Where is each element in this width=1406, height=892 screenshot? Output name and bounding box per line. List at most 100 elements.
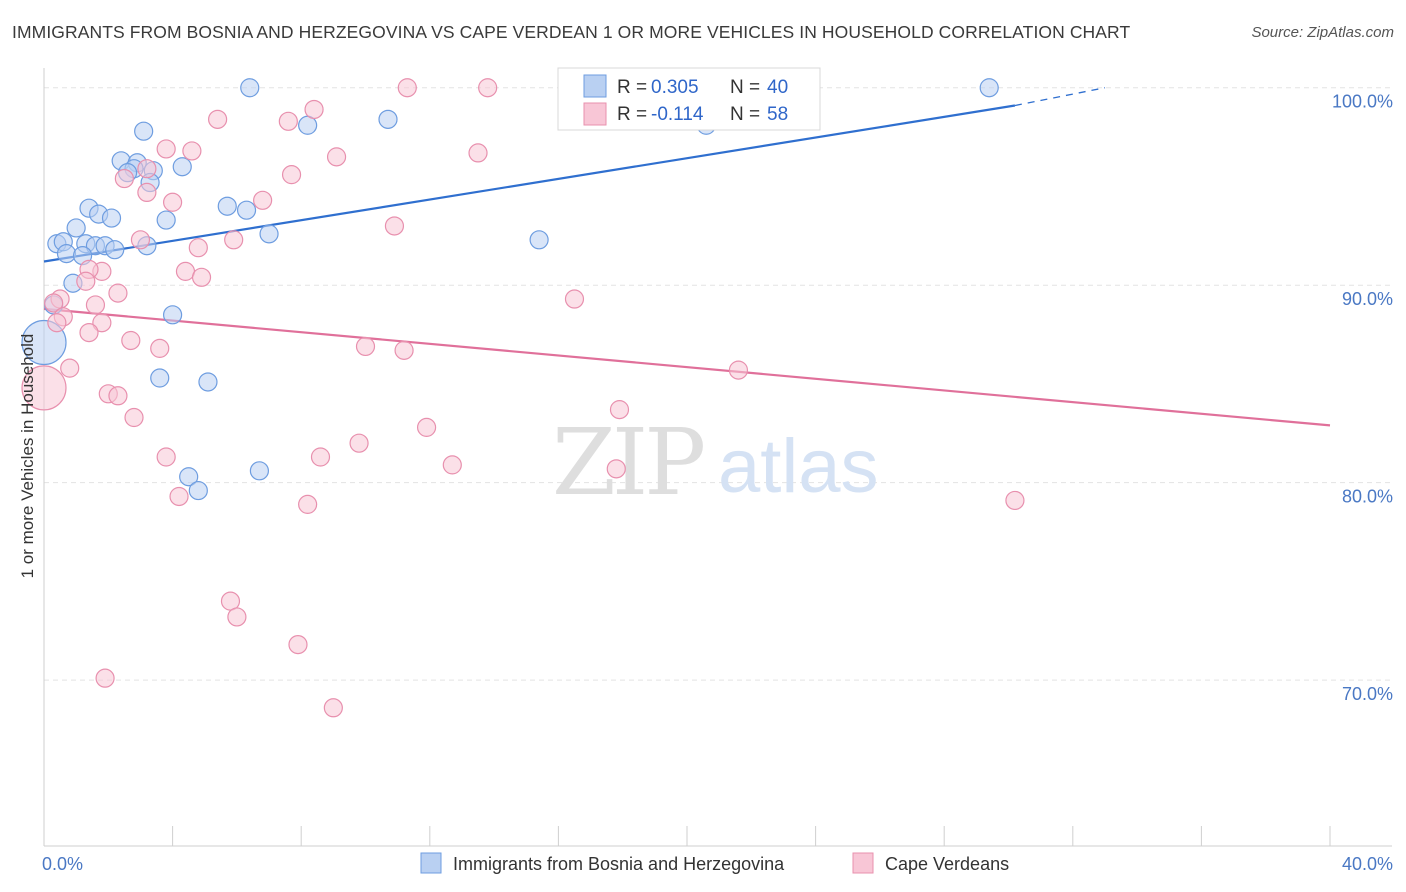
data-point-blue (179, 467, 199, 487)
data-point-pink (163, 192, 183, 212)
data-point-pink (326, 147, 347, 167)
data-point-blue (378, 109, 398, 129)
legend-r-label-blue: R = (617, 77, 647, 98)
data-point-pink (208, 109, 228, 129)
legend-r-label-pink: R = (617, 104, 647, 125)
data-point-blue (529, 230, 549, 250)
data-point-pink (156, 447, 176, 467)
data-point-blue (66, 218, 86, 238)
data-point-pink (76, 271, 96, 291)
bottom-legend: Immigrants from Bosnia and Herzegovina C… (420, 852, 1009, 874)
legend-r-value-pink: -0.114 (651, 104, 704, 125)
legend-n-label-blue: N = (730, 77, 760, 98)
legend-swatch-pink (583, 102, 607, 126)
data-point-pink (47, 313, 67, 333)
data-point-pink (137, 182, 157, 203)
y-tick-label-80: 80.0% (1342, 487, 1393, 507)
data-point-pink (121, 330, 141, 351)
bottom-legend-swatch-blue (420, 852, 442, 874)
data-point-pink (323, 698, 343, 718)
data-point-pink (310, 447, 331, 467)
x-tick-label-min: 0.0% (42, 854, 83, 874)
data-point-pink (92, 313, 112, 333)
data-point-pink (85, 295, 106, 315)
data-point-blue (979, 78, 999, 98)
data-point-pink (108, 283, 128, 303)
data-point-pink (44, 293, 64, 313)
y-tick-label-70: 70.0% (1342, 684, 1393, 704)
x-tick-labels: 0.0% 40.0% (42, 854, 1393, 874)
legend-swatch-blue (583, 74, 607, 98)
data-point-pink (288, 634, 308, 655)
data-point-blue (188, 480, 208, 501)
data-point-pink (606, 459, 626, 479)
y-tick-labels: 70.0% 80.0% 90.0% 100.0% (1332, 92, 1393, 704)
data-point-pink (355, 336, 376, 357)
watermark-atlas: atlas (718, 424, 879, 509)
data-point-blue (217, 196, 237, 216)
data-point-pink (1005, 490, 1025, 511)
data-points (21, 78, 1025, 718)
legend-r-value-blue: 0.305 (651, 77, 699, 98)
data-point-blue (56, 244, 77, 264)
data-point-pink (278, 111, 298, 131)
legend: R = 0.305 N = 40 R = -0.114 N = 58 (557, 67, 821, 131)
data-point-blue (198, 372, 218, 392)
trend-line-blue (43, 104, 1016, 263)
data-point-pink (188, 238, 208, 258)
data-point-pink (281, 165, 302, 185)
axes (43, 68, 1392, 847)
watermark: ZIP atlas (552, 409, 879, 516)
data-point-pink (182, 141, 202, 161)
data-point-pink (124, 407, 144, 428)
y-tick-label-100: 100.0% (1332, 92, 1393, 112)
data-point-pink (468, 143, 488, 163)
data-point-pink (60, 358, 80, 378)
data-point-blue (172, 157, 192, 177)
data-point-pink (304, 99, 324, 120)
trend-line-pink (43, 307, 1331, 427)
trend-lines (43, 87, 1331, 427)
data-point-pink (349, 433, 369, 453)
data-point-pink (169, 486, 189, 507)
data-point-pink (130, 230, 151, 250)
trend-line-extension-blue (1014, 87, 1106, 107)
watermark-zip: ZIP (552, 409, 703, 516)
data-point-pink (224, 230, 244, 250)
data-point-pink (150, 338, 170, 358)
data-point-pink (191, 267, 212, 287)
data-point-pink (114, 168, 134, 189)
data-point-pink (478, 78, 498, 98)
data-point-pink (175, 261, 196, 281)
data-point-blue (156, 210, 176, 230)
data-point-pink (137, 159, 157, 179)
data-point-pink (95, 668, 115, 688)
legend-n-value-blue: 40 (767, 77, 788, 98)
data-point-pink (564, 289, 585, 309)
data-point-blue (150, 368, 170, 388)
data-point-pink (21, 365, 67, 411)
data-point-blue (259, 224, 279, 244)
data-point-pink (79, 322, 99, 343)
data-point-pink (728, 360, 749, 380)
data-point-pink (253, 190, 273, 210)
bottom-legend-label-pink: Cape Verdeans (885, 854, 1009, 874)
data-point-blue (249, 461, 270, 481)
data-point-pink (397, 78, 417, 98)
data-point-pink (416, 417, 437, 437)
data-point-pink (609, 400, 630, 420)
data-point-pink (384, 216, 405, 236)
data-point-blue (105, 240, 125, 260)
legend-n-value-pink: 58 (767, 104, 788, 125)
x-tick-label-max: 40.0% (1342, 854, 1393, 874)
bottom-legend-label-blue: Immigrants from Bosnia and Herzegovina (453, 854, 785, 874)
bottom-legend-swatch-pink (852, 852, 874, 874)
data-point-pink (394, 340, 414, 360)
legend-n-label-pink: N = (730, 104, 760, 125)
data-point-pink (108, 386, 128, 406)
data-point-blue (236, 200, 257, 220)
gridlines (44, 87, 1392, 681)
data-point-blue (163, 305, 183, 325)
data-point-blue (101, 208, 122, 228)
